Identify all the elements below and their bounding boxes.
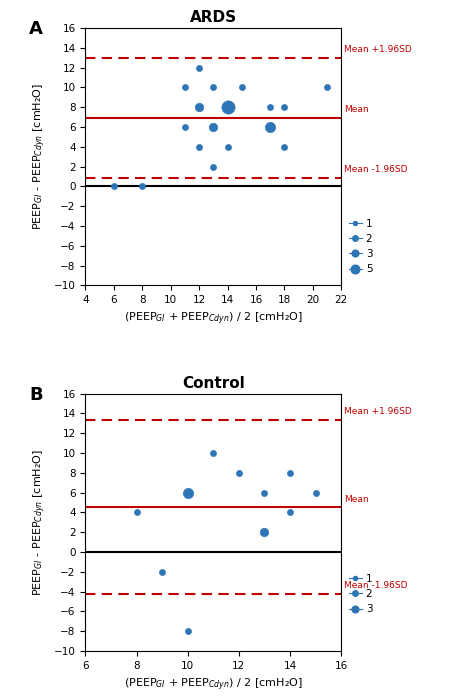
Point bbox=[158, 566, 166, 578]
X-axis label: (PEEP$_{GI}$ + PEEP$_{Cdyn}$) / 2 [cmH₂O]: (PEEP$_{GI}$ + PEEP$_{Cdyn}$) / 2 [cmH₂O… bbox=[124, 676, 303, 693]
Point bbox=[210, 447, 217, 458]
Point bbox=[281, 102, 288, 113]
Point bbox=[110, 181, 118, 192]
Point bbox=[195, 62, 203, 74]
Point bbox=[181, 82, 189, 93]
Point bbox=[235, 467, 243, 478]
Text: Mean: Mean bbox=[344, 105, 368, 114]
Point bbox=[195, 102, 203, 113]
Point bbox=[184, 626, 191, 637]
Point bbox=[286, 507, 294, 518]
Point bbox=[286, 467, 294, 478]
Y-axis label: PEEP$_{GI}$ - PEEP$_{Cdyn}$ [cmH₂O]: PEEP$_{GI}$ - PEEP$_{Cdyn}$ [cmH₂O] bbox=[32, 83, 48, 230]
Y-axis label: PEEP$_{GI}$ - PEEP$_{Cdyn}$ [cmH₂O]: PEEP$_{GI}$ - PEEP$_{Cdyn}$ [cmH₂O] bbox=[32, 449, 48, 596]
Point bbox=[210, 82, 217, 93]
Point bbox=[323, 82, 331, 93]
Title: ARDS: ARDS bbox=[190, 10, 237, 25]
Legend: 1, 2, 3: 1, 2, 3 bbox=[349, 574, 373, 614]
Point bbox=[184, 487, 191, 498]
Point bbox=[210, 161, 217, 172]
Point bbox=[261, 487, 268, 498]
Title: Control: Control bbox=[182, 376, 245, 391]
Text: Mean: Mean bbox=[344, 495, 368, 503]
Point bbox=[266, 121, 274, 132]
Text: B: B bbox=[29, 386, 43, 404]
Point bbox=[133, 507, 140, 518]
Text: Mean +1.96SD: Mean +1.96SD bbox=[344, 407, 411, 416]
Text: A: A bbox=[29, 20, 43, 38]
Point bbox=[312, 487, 319, 498]
Point bbox=[195, 141, 203, 153]
Point bbox=[224, 102, 231, 113]
Point bbox=[210, 121, 217, 132]
Point bbox=[281, 141, 288, 153]
Point bbox=[261, 526, 268, 538]
Point bbox=[181, 121, 189, 132]
Point bbox=[138, 181, 146, 192]
Legend: 1, 2, 3, 5: 1, 2, 3, 5 bbox=[349, 218, 373, 274]
Point bbox=[266, 102, 274, 113]
Text: Mean +1.96SD: Mean +1.96SD bbox=[344, 45, 411, 54]
Point bbox=[224, 141, 231, 153]
Point bbox=[238, 82, 246, 93]
X-axis label: (PEEP$_{GI}$ + PEEP$_{Cdyn}$) / 2 [cmH₂O]: (PEEP$_{GI}$ + PEEP$_{Cdyn}$) / 2 [cmH₂O… bbox=[124, 311, 303, 327]
Text: Mean -1.96SD: Mean -1.96SD bbox=[344, 581, 407, 589]
Text: Mean -1.96SD: Mean -1.96SD bbox=[344, 164, 407, 174]
